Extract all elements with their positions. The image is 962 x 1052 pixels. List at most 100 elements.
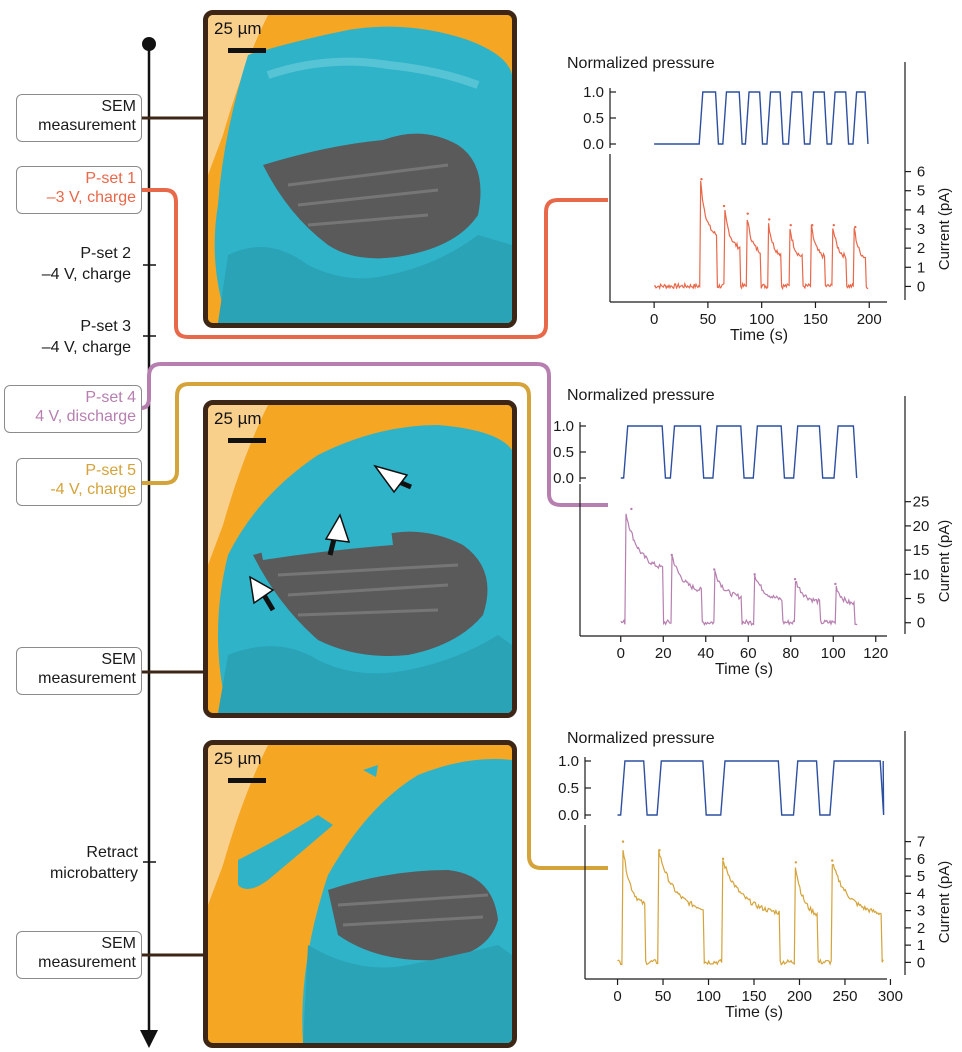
sem-image-1: 25 µm xyxy=(203,10,517,328)
current-peak-point xyxy=(811,223,814,227)
sem-image-1-scale-label: 25 µm xyxy=(214,19,262,38)
current-tick-label: 1 xyxy=(917,259,925,276)
current-peak-point xyxy=(832,223,835,227)
time-tick-label: 100 xyxy=(696,988,721,1005)
time-tick-label: 150 xyxy=(803,311,828,328)
sem-image-3: 25 µm xyxy=(203,740,517,1048)
time-tick-label: 200 xyxy=(857,311,882,328)
stage-pset1: P-set 1 –3 V, charge xyxy=(16,166,142,214)
arrow-icon xyxy=(324,513,351,556)
time-axis-title: Time (s) xyxy=(715,661,773,678)
time-tick-label: 100 xyxy=(749,311,774,328)
current-axis-title: Current (pA) xyxy=(936,861,953,944)
time-tick-label: 120 xyxy=(863,645,888,662)
stage-sem3: SEM measurement xyxy=(16,931,142,979)
current-tick-label: 4 xyxy=(917,885,925,902)
current-peak-point xyxy=(713,568,716,571)
timeline-start-dot xyxy=(142,37,156,51)
pressure-tick-label: 0.5 xyxy=(553,444,574,461)
sem-image-2-scale-label: 25 µm xyxy=(214,409,262,428)
time-tick-label: 40 xyxy=(697,645,714,662)
sem-image-2-art xyxy=(208,405,512,713)
stage-pset2: P-set 2 –4 V, charge xyxy=(16,243,131,285)
chart-top-title: Normalized pressure xyxy=(567,730,715,747)
current-peak-point xyxy=(670,553,673,557)
pset5-connector xyxy=(141,382,608,870)
time-tick-label: 50 xyxy=(700,311,717,328)
time-tick-label: 0 xyxy=(613,988,621,1005)
time-tick-label: 200 xyxy=(787,988,812,1005)
pressure-tick-label: 1.0 xyxy=(553,418,574,435)
sem-image-2-arrows xyxy=(249,464,412,612)
stage-retract-line2: microbattery xyxy=(49,865,138,882)
time-axis-title: Time (s) xyxy=(725,1004,783,1021)
sem-image-3-scale-label: 25 µm xyxy=(214,749,262,768)
stage-sem2-line1: SEM xyxy=(101,651,136,668)
current-tick-label: 6 xyxy=(917,851,925,868)
time-tick-label: 20 xyxy=(655,645,672,662)
stage-sem1: SEM measurement xyxy=(16,94,142,142)
time-tick-label: 60 xyxy=(740,645,757,662)
sem-image-3-scale-bar xyxy=(228,778,266,783)
current-trace xyxy=(620,513,858,626)
current-tick-label: 20 xyxy=(913,518,930,535)
sem-image-1-scale-bar xyxy=(228,48,266,53)
current-peak-point xyxy=(630,507,633,511)
current-tick-label: 3 xyxy=(917,903,925,920)
current-tick-label: 3 xyxy=(917,221,925,238)
current-tick-label: 4 xyxy=(917,202,925,219)
time-tick-label: 0 xyxy=(650,311,658,328)
pressure-tick-label: 0.0 xyxy=(553,470,574,487)
pressure-trace xyxy=(654,91,869,145)
current-peak-point xyxy=(621,840,625,843)
stage-retract: Retract microbattery xyxy=(16,842,138,884)
current-peak-point xyxy=(658,849,661,852)
time-tick-label: 50 xyxy=(655,988,672,1005)
chart-pset4: Normalized pressure 1.0 0.5 0.0 0 5 10 15 20 25 Cu… xyxy=(553,387,953,678)
current-peak-point xyxy=(768,218,771,221)
timeline-arrow-head xyxy=(140,1030,158,1048)
current-tick-label: 15 xyxy=(913,542,930,559)
sem-image-2: 25 µm xyxy=(203,400,517,718)
current-tick-label: 6 xyxy=(917,164,925,181)
current-peak-point xyxy=(722,204,726,208)
stage-pset4-line1: P-set 4 xyxy=(85,389,136,406)
current-peak-point xyxy=(834,582,837,586)
stage-sem2: SEM measurement xyxy=(16,647,142,695)
stage-pset3-line1: P-set 3 xyxy=(80,318,131,335)
current-peak-point xyxy=(831,859,834,862)
current-tick-label: 7 xyxy=(917,834,925,851)
current-tick-label: 5 xyxy=(917,868,925,885)
pressure-tick-label: 0.5 xyxy=(558,780,579,797)
stage-pset1-line2: –3 V, charge xyxy=(46,189,136,206)
pressure-tick-label: 1.0 xyxy=(558,753,579,770)
stage-pset3-line2: –4 V, charge xyxy=(41,339,131,356)
time-tick-label: 300 xyxy=(878,988,903,1005)
current-tick-label: 0 xyxy=(917,278,925,295)
current-peak-point xyxy=(746,212,749,215)
current-tick-label: 2 xyxy=(917,920,925,937)
arrow-icon xyxy=(373,464,412,494)
current-peak-point xyxy=(793,577,797,581)
current-tick-label: 2 xyxy=(917,240,925,257)
stage-pset5-line1: P-set 5 xyxy=(85,462,136,479)
current-tick-label: 0 xyxy=(917,954,925,971)
current-axis-title: Current (pA) xyxy=(936,188,953,271)
current-peak-point xyxy=(789,223,792,227)
current-peak-point xyxy=(700,178,703,181)
current-peak-point xyxy=(721,857,725,861)
current-peak-point xyxy=(794,861,798,864)
pressure-tick-label: 1.0 xyxy=(583,84,604,101)
current-peak-point xyxy=(753,573,756,576)
pressure-trace xyxy=(617,760,885,816)
stage-sem1-line2: measurement xyxy=(38,117,136,134)
chart-top-title: Normalized pressure xyxy=(567,387,715,404)
pressure-trace xyxy=(620,425,858,479)
current-axis-title: Current (pA) xyxy=(936,520,953,603)
chart-pset5: Normalized pressure1.00.50.001234567Curr… xyxy=(558,730,953,1021)
stage-pset2-line2: –4 V, charge xyxy=(41,266,131,283)
time-tick-label: 150 xyxy=(741,988,766,1005)
time-tick-label: 100 xyxy=(821,645,846,662)
pset4-connector xyxy=(140,362,608,507)
